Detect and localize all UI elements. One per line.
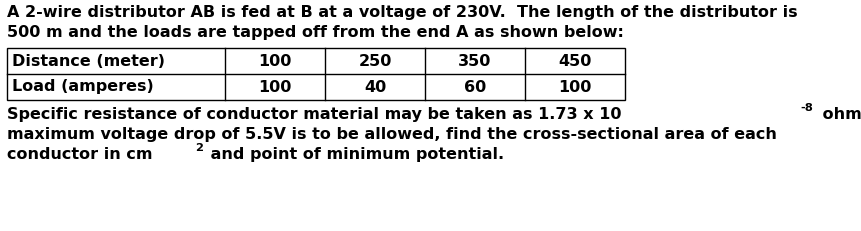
Text: 100: 100	[258, 54, 292, 69]
Text: 100: 100	[258, 79, 292, 94]
Text: maximum voltage drop of 5.5V is to be allowed, find the cross-sectional area of : maximum voltage drop of 5.5V is to be al…	[7, 127, 777, 142]
Bar	[7, 48, 625, 100]
Text: conductor in cm: conductor in cm	[7, 147, 152, 162]
Text: Distance (meter): Distance (meter)	[12, 54, 165, 69]
Text: 450: 450	[558, 54, 592, 69]
Text: ohm-m.  If the: ohm-m. If the	[816, 107, 861, 122]
Text: and point of minimum potential.: and point of minimum potential.	[205, 147, 505, 162]
Text: Load (amperes): Load (amperes)	[12, 79, 154, 94]
Text: 500 m and the loads are tapped off from the end A as shown below:: 500 m and the loads are tapped off from …	[7, 25, 624, 40]
Text: -8: -8	[800, 103, 813, 113]
Text: A 2-wire distributor AB is fed at B at a voltage of 230V.  The length of the dis: A 2-wire distributor AB is fed at B at a…	[7, 5, 797, 20]
Text: Specific resistance of conductor material may be taken as 1.73 x 10: Specific resistance of conductor materia…	[7, 107, 622, 122]
Text: 100: 100	[558, 79, 592, 94]
Text: 60: 60	[464, 79, 486, 94]
Text: 40: 40	[364, 79, 386, 94]
Text: 250: 250	[358, 54, 392, 69]
Text: 350: 350	[458, 54, 492, 69]
Text: 2: 2	[195, 143, 202, 153]
